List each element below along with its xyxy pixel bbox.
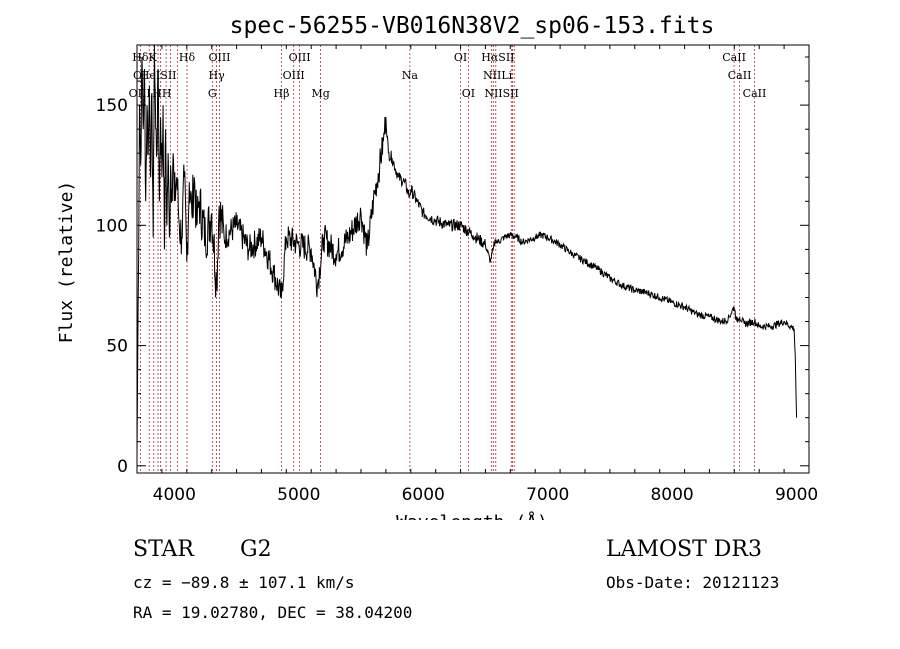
- line-label: Hδ: [179, 51, 196, 64]
- line-label: Na: [402, 69, 419, 82]
- line-label: OIII: [283, 69, 305, 82]
- line-label: CaII: [722, 51, 746, 64]
- survey-name: LAMOST DR3: [606, 537, 762, 562]
- spectrum-line: [136, 44, 798, 454]
- line-label: CaII: [728, 69, 752, 82]
- line-label: OI: [462, 87, 475, 100]
- line-label: NIILi: [483, 69, 513, 82]
- x-tick-label: 6000: [402, 485, 445, 505]
- line-label: CaII: [743, 87, 767, 100]
- plot-frame: [136, 44, 810, 474]
- chart-title: spec-56255-VB016N38V2_sp06-153.fits: [230, 13, 715, 39]
- line-label: G: [208, 87, 217, 100]
- spectrum-chart: spec-56255-VB016N38V2_sp06-153.fits HδK H…: [56, 13, 818, 520]
- y-axis-label: Flux (relative): [56, 181, 77, 344]
- y-tick-label: 100: [96, 216, 128, 236]
- x-tick-label: 4000: [153, 485, 196, 505]
- y-tick-label: 50: [106, 337, 128, 357]
- line-label: NIISII: [484, 87, 519, 100]
- observation-date: Obs-Date: 20121123: [606, 573, 780, 592]
- line-label: OI: [133, 69, 146, 82]
- object-class: STAR: [133, 537, 194, 562]
- line-label: OIII: [129, 87, 151, 100]
- line-label: HδK: [132, 51, 157, 64]
- object-subclass: G2: [240, 537, 272, 562]
- emission-line-markers: [139, 45, 755, 473]
- y-tick-label: 150: [96, 96, 128, 116]
- x-tick-label: 7000: [526, 485, 569, 505]
- redshift-cz: cz = −89.8 ± 107.1 km/s: [133, 573, 355, 592]
- line-label: Hβ: [274, 87, 290, 100]
- line-label: OIII: [208, 51, 230, 64]
- line-label: OIII: [289, 51, 311, 64]
- y-axis: 0 50 100 150: [96, 56, 809, 477]
- x-tick-label: 8000: [650, 485, 693, 505]
- y-tick-label: 0: [117, 457, 128, 477]
- line-label: Mg: [311, 87, 329, 100]
- x-axis-label: Wavelength (Å): [396, 511, 548, 520]
- line-label: HαSII: [481, 51, 514, 64]
- x-tick-label: 5000: [277, 485, 320, 505]
- ra-dec: RA = 19.02780, DEC = 38.04200: [133, 603, 413, 622]
- x-tick-label: 9000: [775, 485, 818, 505]
- x-axis: 4000 5000 6000 7000 8000 9000: [136, 45, 818, 505]
- line-label: OI: [454, 51, 467, 64]
- line-label: Hγ: [209, 69, 226, 82]
